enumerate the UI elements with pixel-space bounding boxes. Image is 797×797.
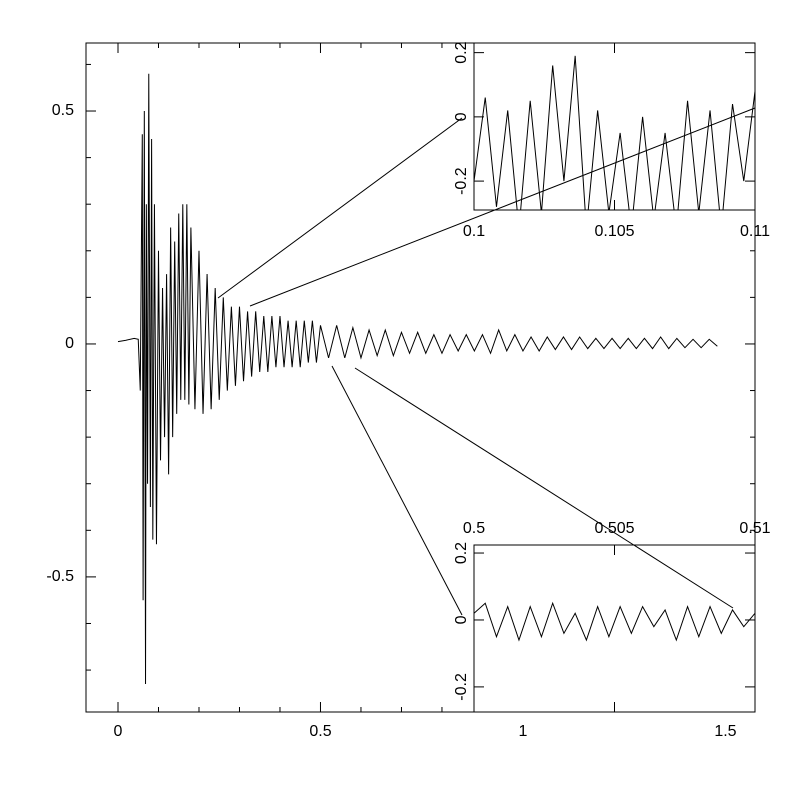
connector (217, 117, 463, 299)
x-tick-label: 0.1 (463, 223, 485, 240)
x-tick-label: 0.5 (463, 520, 485, 537)
plot-frame (473, 544, 756, 713)
connector (249, 107, 756, 307)
waveform (474, 55, 755, 210)
waveform (117, 73, 718, 685)
y-tick-label: -0.5 (46, 568, 74, 585)
x-tick-label: 1 (519, 723, 528, 740)
connector (354, 367, 734, 609)
x-tick-label: 0.5 (309, 723, 331, 740)
x-tick-label: 0 (114, 723, 123, 740)
x-tick-label: 0.11 (740, 223, 770, 240)
y-tick-label: 0 (65, 335, 74, 352)
y-tick-label: 0.5 (52, 102, 74, 119)
x-tick-label: 1.5 (714, 723, 736, 740)
plot-frame (473, 42, 756, 211)
y-tick-label: -0.2 (453, 167, 470, 195)
y-tick-label: 0.2 (453, 542, 470, 564)
y-tick-label: 0 (453, 615, 470, 624)
y-tick-label: 0 (453, 112, 470, 121)
y-tick-label: 0.2 (453, 41, 470, 63)
waveform (474, 601, 755, 642)
y-tick-label: -0.2 (453, 673, 470, 701)
x-tick-label: 0.105 (594, 223, 634, 240)
x-tick-label: 0.51 (739, 520, 770, 537)
x-tick-label: 0.505 (594, 520, 634, 537)
zoom-connectors (217, 107, 756, 616)
connector (331, 365, 463, 616)
